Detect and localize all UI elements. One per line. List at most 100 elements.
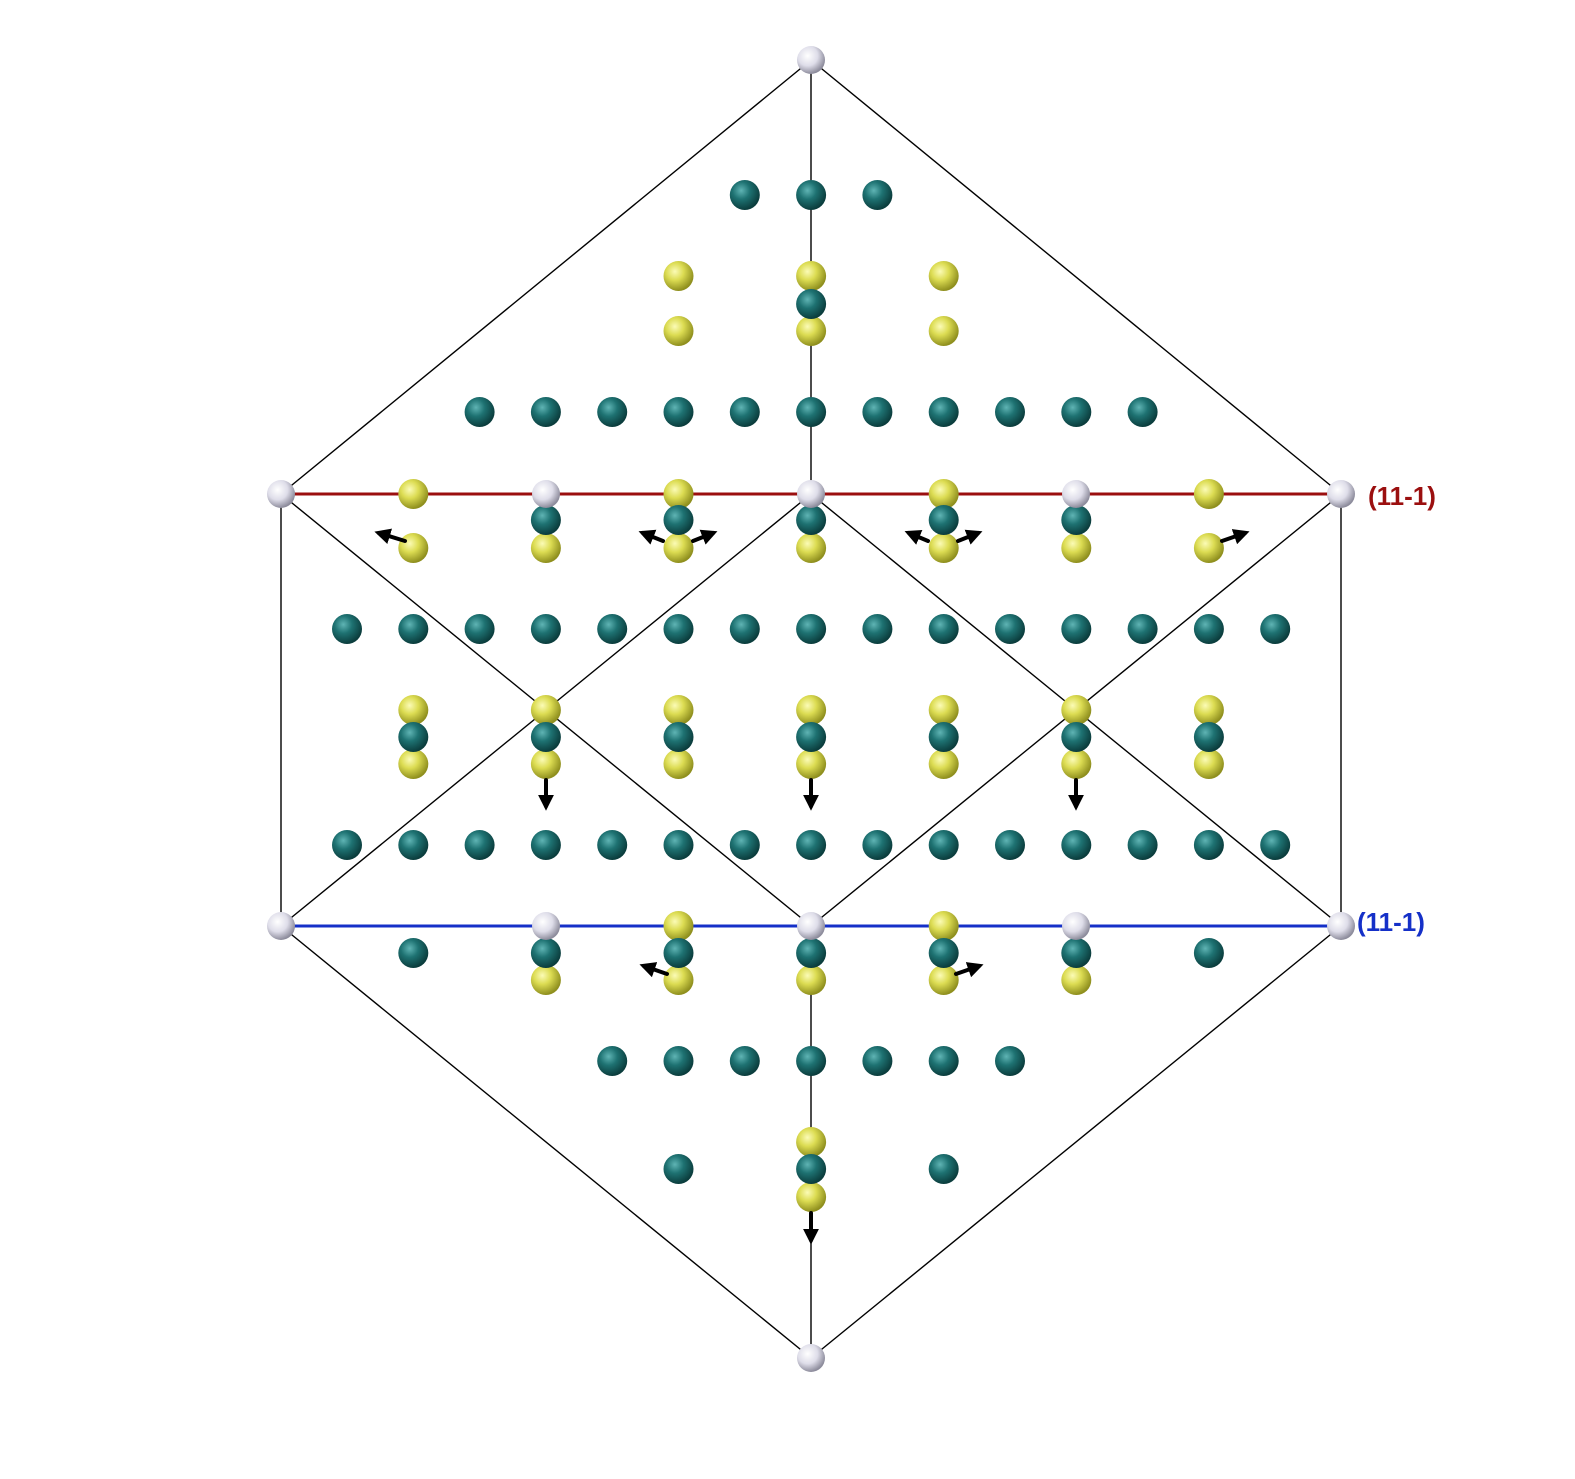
plane-label-top: (11-1) bbox=[1368, 481, 1436, 511]
teal-atom bbox=[928, 505, 959, 535]
yellow-atom bbox=[663, 261, 694, 291]
teal-atom bbox=[1127, 397, 1158, 427]
teal-atom bbox=[1260, 830, 1291, 860]
yellow-atom bbox=[398, 695, 429, 725]
corner-atom bbox=[1062, 912, 1090, 940]
teal-atom bbox=[862, 397, 893, 427]
cell-edge bbox=[280, 59, 812, 495]
teal-atom bbox=[995, 397, 1025, 427]
teal-atom bbox=[1193, 614, 1224, 644]
teal-atom bbox=[1061, 397, 1092, 427]
teal-atom bbox=[464, 397, 495, 427]
teal-atom bbox=[928, 938, 959, 968]
teal-atom bbox=[1260, 614, 1291, 644]
yellow-atom bbox=[796, 749, 827, 779]
teal-atom bbox=[332, 614, 362, 644]
teal-atom bbox=[862, 830, 893, 860]
teal-atom bbox=[597, 614, 628, 644]
teal-atom bbox=[928, 1154, 959, 1184]
teal-atom bbox=[1061, 938, 1092, 968]
corner-atom bbox=[797, 46, 825, 74]
teal-atom bbox=[1061, 830, 1092, 860]
yellow-atom bbox=[398, 749, 429, 779]
yellow-atom bbox=[530, 965, 561, 995]
teal-atom bbox=[928, 722, 959, 752]
teal-atom bbox=[796, 1046, 827, 1076]
teal-atom bbox=[663, 505, 694, 535]
teal-atom bbox=[862, 180, 893, 210]
teal-atom bbox=[530, 830, 561, 860]
yellow-atom bbox=[796, 965, 827, 995]
yellow-atom bbox=[1061, 749, 1092, 779]
teal-atom bbox=[663, 722, 694, 752]
teal-atom bbox=[729, 614, 760, 644]
displacement-arrows bbox=[374, 528, 1250, 1245]
yellow-atom bbox=[398, 479, 429, 509]
atoms-layer bbox=[267, 46, 1355, 1372]
teal-atom bbox=[530, 722, 561, 752]
teal-atom bbox=[398, 722, 429, 752]
yellow-atom bbox=[796, 316, 827, 346]
teal-atom bbox=[995, 614, 1025, 644]
yellow-atom bbox=[1193, 479, 1224, 509]
teal-atom bbox=[729, 830, 760, 860]
teal-atom bbox=[796, 722, 827, 752]
yellow-atom bbox=[1061, 695, 1092, 725]
yellow-atom bbox=[928, 316, 959, 346]
teal-atom bbox=[597, 1046, 628, 1076]
corner-atom bbox=[797, 1344, 825, 1372]
teal-atom bbox=[995, 1046, 1025, 1076]
teal-atom bbox=[663, 1154, 694, 1184]
teal-atom bbox=[663, 614, 694, 644]
corner-atom bbox=[797, 480, 825, 508]
yellow-atom bbox=[1193, 749, 1224, 779]
teal-atom bbox=[597, 830, 628, 860]
yellow-atom bbox=[1061, 965, 1092, 995]
corner-atom bbox=[267, 912, 295, 940]
yellow-atom bbox=[796, 1182, 827, 1212]
teal-atom bbox=[796, 614, 827, 644]
yellow-atom bbox=[928, 749, 959, 779]
corner-atom bbox=[532, 912, 560, 940]
cell-edge bbox=[810, 925, 1342, 1359]
teal-atom bbox=[862, 614, 893, 644]
teal-atom bbox=[796, 289, 827, 319]
yellow-atom bbox=[1061, 533, 1092, 563]
yellow-atom bbox=[928, 533, 959, 563]
displacement-arrow bbox=[904, 529, 930, 545]
yellow-atom bbox=[663, 695, 694, 725]
teal-atom bbox=[796, 505, 827, 535]
teal-atom bbox=[995, 830, 1025, 860]
teal-atom bbox=[729, 180, 760, 210]
teal-atom bbox=[796, 830, 827, 860]
teal-atom bbox=[1127, 614, 1158, 644]
teal-atom bbox=[928, 397, 959, 427]
teal-atom bbox=[1127, 830, 1158, 860]
yellow-atom bbox=[663, 749, 694, 779]
teal-atom bbox=[1061, 614, 1092, 644]
teal-atom bbox=[796, 1154, 827, 1184]
teal-atom bbox=[1061, 722, 1092, 752]
displacement-arrow bbox=[954, 962, 984, 978]
teal-atom bbox=[663, 397, 694, 427]
teal-atom bbox=[398, 614, 429, 644]
teal-atom bbox=[398, 830, 429, 860]
yellow-atom bbox=[928, 479, 959, 509]
displacement-arrow bbox=[691, 529, 718, 545]
teal-atom bbox=[862, 1046, 893, 1076]
teal-atom bbox=[1193, 722, 1224, 752]
yellow-atom bbox=[530, 695, 561, 725]
cell-edge bbox=[280, 925, 812, 1359]
teal-atom bbox=[796, 938, 827, 968]
yellow-atom bbox=[530, 749, 561, 779]
displacement-arrow bbox=[1220, 529, 1250, 545]
displacement-arrow bbox=[639, 962, 669, 978]
teal-atom bbox=[729, 397, 760, 427]
teal-atom bbox=[796, 397, 827, 427]
teal-atom bbox=[464, 614, 495, 644]
yellow-atom bbox=[663, 911, 694, 941]
yellow-atom bbox=[663, 533, 694, 563]
displacement-arrow bbox=[956, 529, 983, 545]
yellow-atom bbox=[1193, 533, 1224, 563]
teal-atom bbox=[928, 1046, 959, 1076]
